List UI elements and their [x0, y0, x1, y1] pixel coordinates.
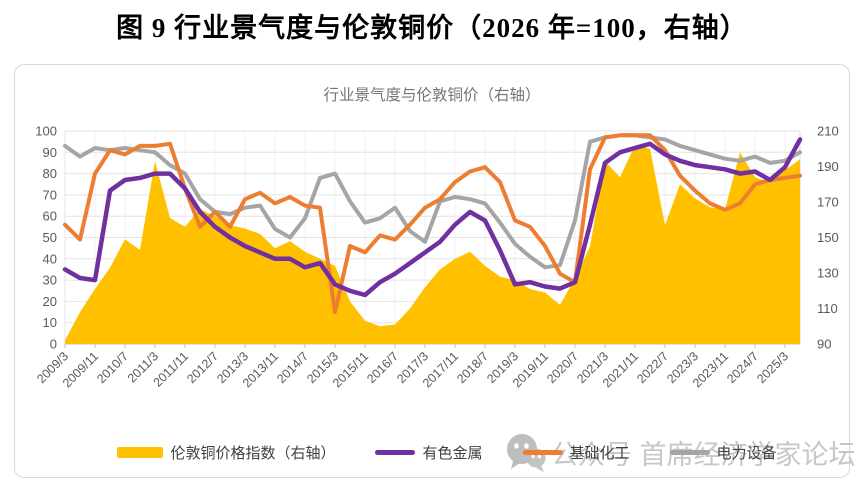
- legend-label-chemicals: 基础化工: [569, 445, 630, 462]
- legend-item-nonferrous: 有色金属: [375, 442, 483, 463]
- page-title: 图 9 行业景气度与伦敦铜价（2026 年=100，右轴）: [116, 13, 748, 43]
- svg-text:90: 90: [817, 337, 831, 352]
- svg-text:2014/7: 2014/7: [274, 349, 311, 386]
- chemicals-line-swatch: [522, 449, 563, 456]
- power-line-swatch: [669, 449, 710, 456]
- svg-text:150: 150: [817, 230, 839, 245]
- svg-text:50: 50: [43, 230, 57, 245]
- svg-text:60: 60: [43, 209, 57, 224]
- legend-item-power: 电力设备: [669, 442, 777, 463]
- svg-text:0: 0: [50, 337, 57, 352]
- svg-text:2012/7: 2012/7: [184, 349, 221, 386]
- copper-area-swatch: [117, 447, 164, 458]
- chart-legend: 伦敦铜价格指数（右轴） 有色金属 基础化工 电力设备: [29, 442, 864, 463]
- svg-text:110: 110: [817, 301, 838, 316]
- svg-text:130: 130: [817, 266, 839, 281]
- svg-text:170: 170: [817, 195, 839, 210]
- svg-text:10: 10: [43, 315, 57, 330]
- svg-text:2010/7: 2010/7: [94, 349, 131, 386]
- svg-text:2020/7: 2020/7: [544, 349, 581, 386]
- legend-item-copper: 伦敦铜价格指数（右轴）: [117, 442, 335, 463]
- svg-text:80: 80: [43, 166, 57, 181]
- nonferrous-line-swatch: [375, 449, 416, 456]
- legend-label-copper: 伦敦铜价格指数（右轴）: [170, 445, 336, 462]
- svg-text:2018/7: 2018/7: [454, 349, 491, 386]
- legend-label-power: 电力设备: [716, 445, 777, 462]
- svg-text:100: 100: [35, 124, 57, 139]
- legend-item-chemicals: 基础化工: [522, 442, 630, 463]
- svg-text:20: 20: [43, 294, 57, 309]
- svg-text:2016/7: 2016/7: [364, 349, 401, 386]
- svg-text:70: 70: [43, 187, 57, 202]
- svg-text:2024/7: 2024/7: [724, 349, 761, 386]
- svg-text:2022/7: 2022/7: [634, 349, 671, 386]
- legend-label-nonferrous: 有色金属: [422, 445, 483, 462]
- svg-text:30: 30: [43, 273, 57, 288]
- svg-text:2025/3: 2025/3: [754, 349, 791, 386]
- chart-title: 行业景气度与伦敦铜价（右轴）: [323, 87, 541, 104]
- svg-text:210: 210: [817, 124, 839, 139]
- svg-text:90: 90: [43, 145, 57, 160]
- svg-text:190: 190: [817, 159, 839, 174]
- svg-text:40: 40: [43, 251, 57, 266]
